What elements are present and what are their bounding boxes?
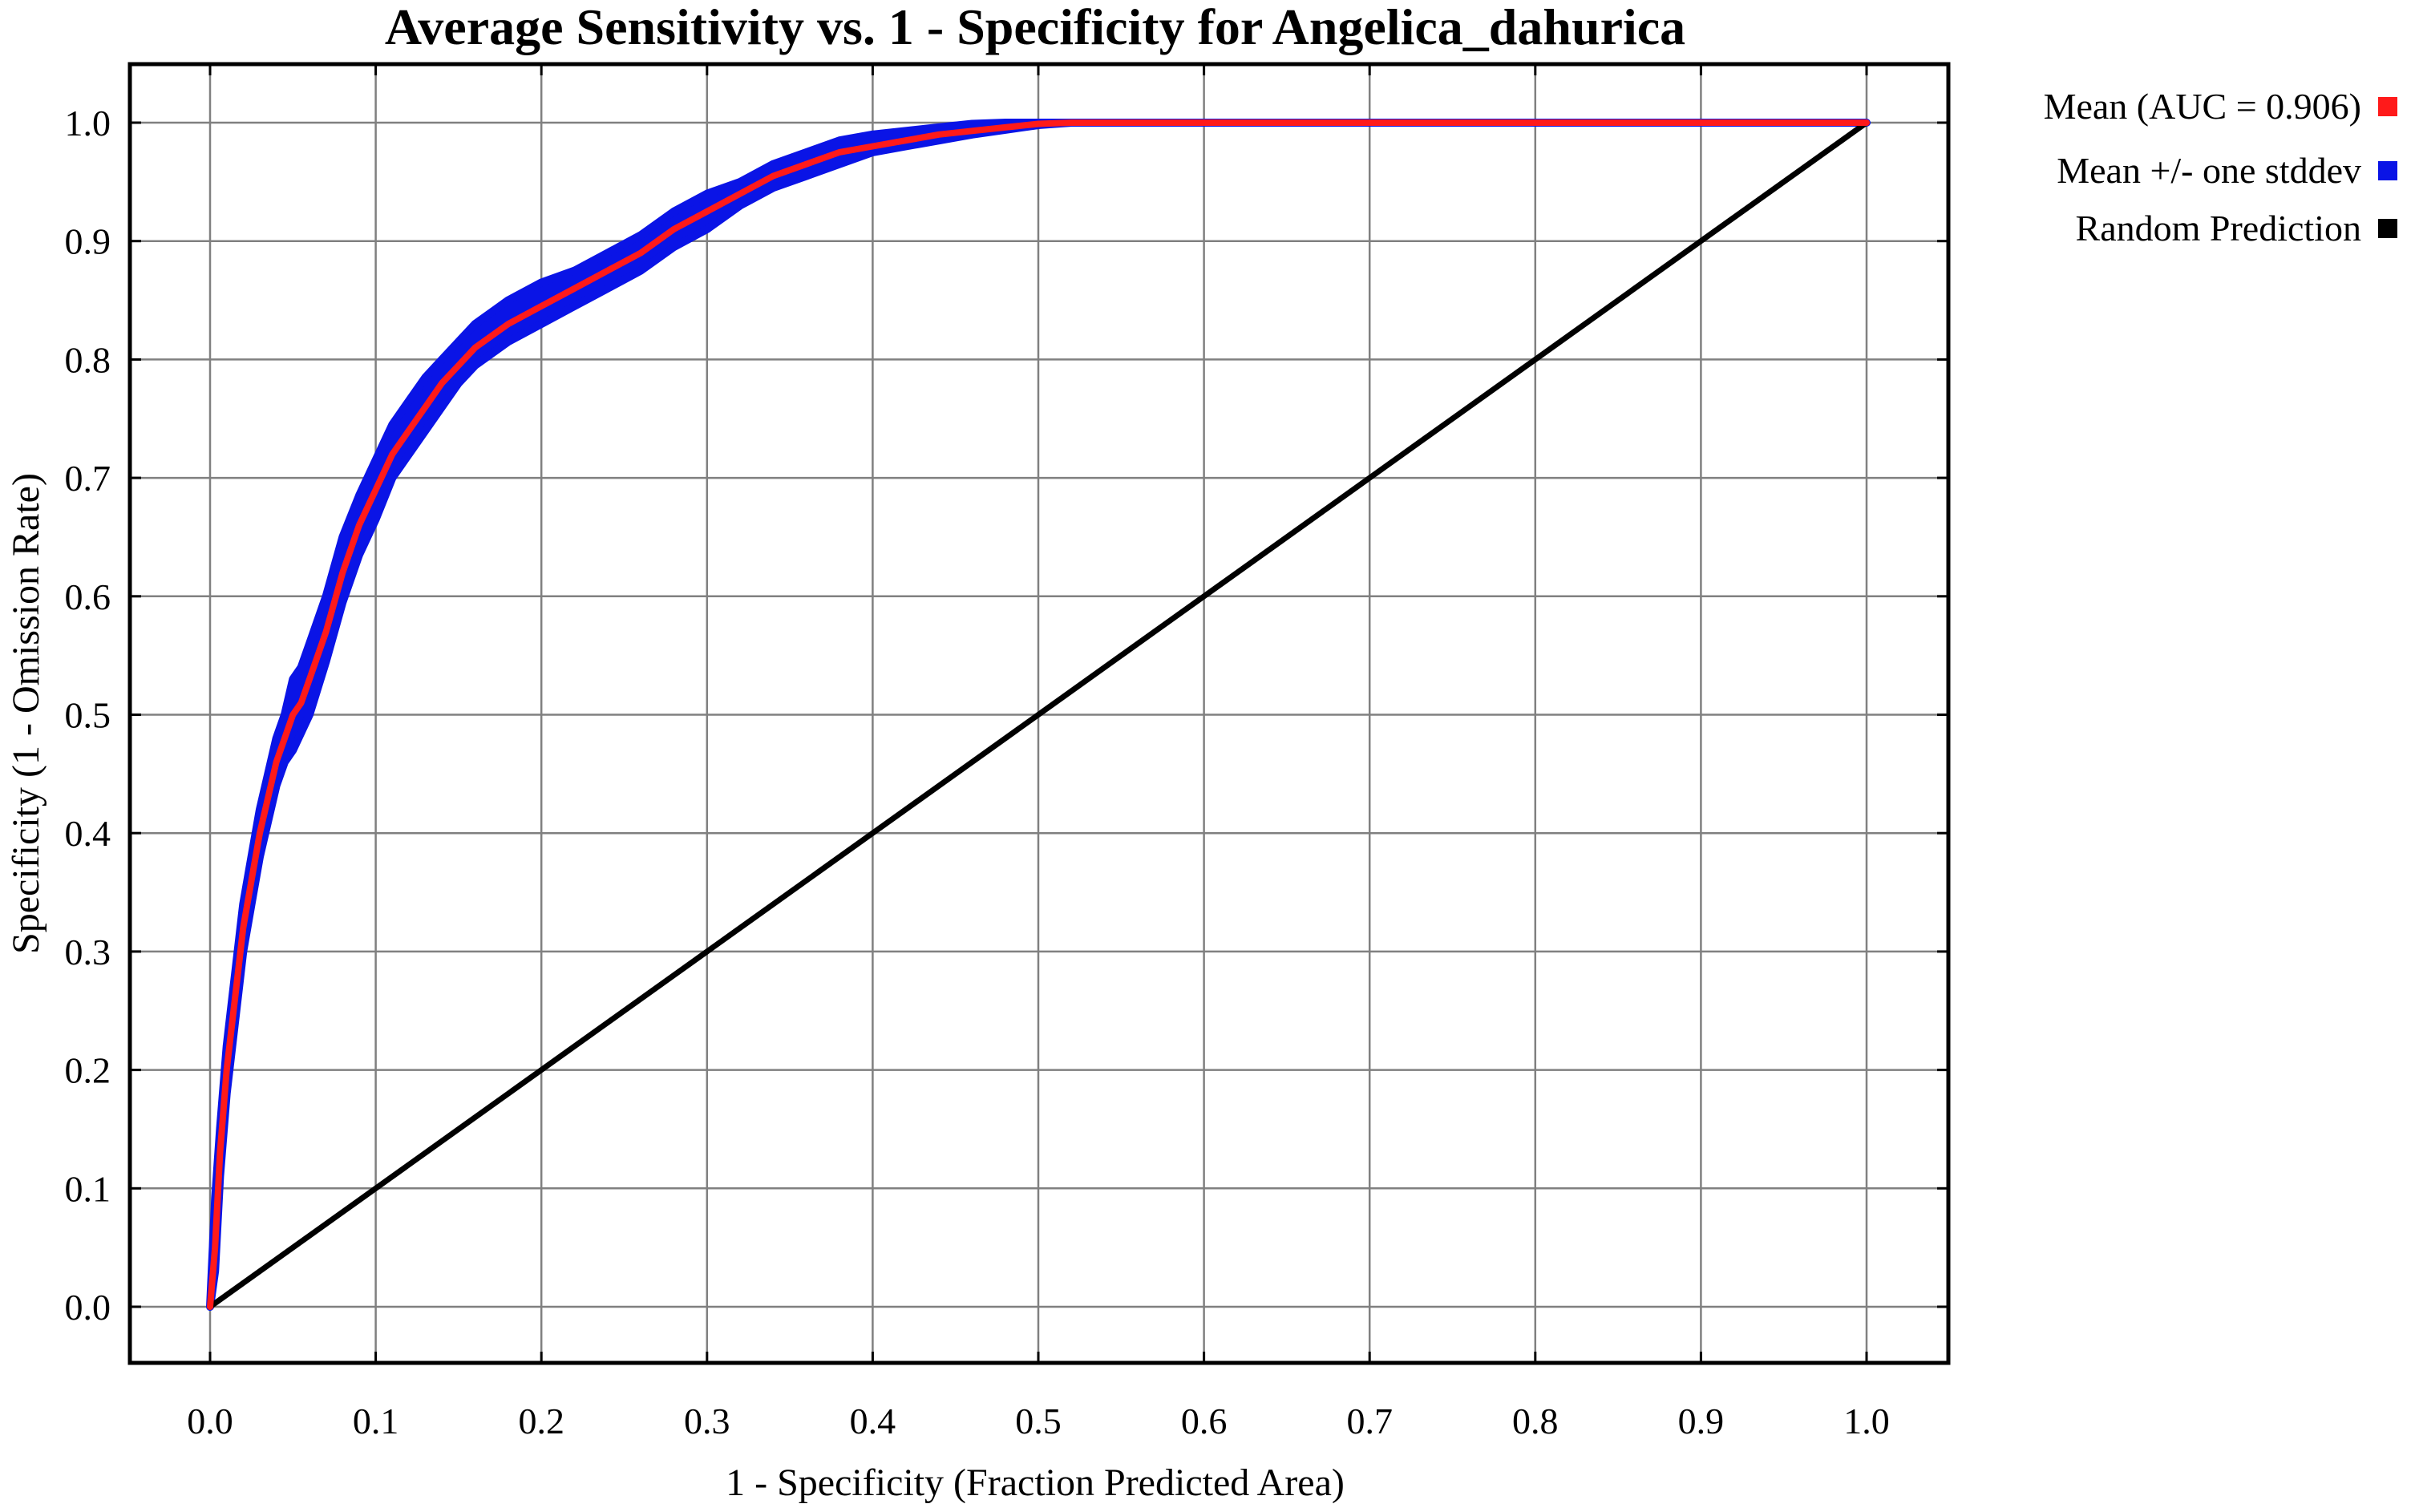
chart-title: Average Sensitivity vs. 1 - Specificity … [385,0,1685,55]
y-tick-label: 0.2 [65,1050,111,1091]
legend-swatch-stddev [2378,161,2397,180]
legend-label-random: Random Prediction [2076,208,2361,249]
x-tick-label: 0.0 [187,1401,233,1441]
y-tick-label: 0.3 [65,932,111,972]
x-tick-label: 0.2 [518,1401,564,1441]
x-tick-label: 1.0 [1843,1401,1890,1441]
y-tick-label: 0.8 [65,339,111,380]
legend-label-mean: Mean (AUC = 0.906) [2044,86,2361,127]
legend-label-stddev: Mean +/- one stddev [2057,150,2361,191]
y-tick-label: 0.5 [65,695,111,736]
y-tick-label: 0.7 [65,458,111,499]
legend: Mean (AUC = 0.906) Mean +/- one stddev Ran… [2044,86,2397,249]
y-tick-label: 0.9 [65,221,111,262]
x-tick-label: 0.7 [1346,1401,1393,1441]
x-axis-label: 1 - Specificity (Fraction Predicted Area… [726,1461,1345,1504]
x-tick-label: 0.4 [850,1401,896,1441]
mean-roc-line [207,119,1870,1310]
axis-ticks: 0.0 0.1 0.2 0.3 0.4 0.5 0.6 0.7 0.8 0.9 1.0 0.0 0.1 0… [65,64,1948,1441]
x-tick-label: 0.3 [684,1401,730,1441]
x-tick-label: 0.5 [1015,1401,1062,1441]
y-tick-label: 0.1 [65,1168,111,1209]
x-tick-label: 0.9 [1678,1401,1725,1441]
y-tick-label: 0.6 [65,576,111,617]
x-tick-label: 0.8 [1512,1401,1559,1441]
legend-swatch-mean [2378,97,2397,116]
legend-swatch-random [2378,219,2397,238]
x-tick-label: 0.1 [353,1401,399,1441]
y-tick-label: 1.0 [65,103,111,144]
y-tick-label: 0.4 [65,813,111,854]
random-prediction-line [208,120,1869,1309]
x-tick-label: 0.6 [1181,1401,1228,1441]
y-tick-label: 0.0 [65,1287,111,1328]
series-lines-layer [207,119,1870,1310]
y-axis-label: Specificity (1 - Omission Rate) [5,473,47,954]
